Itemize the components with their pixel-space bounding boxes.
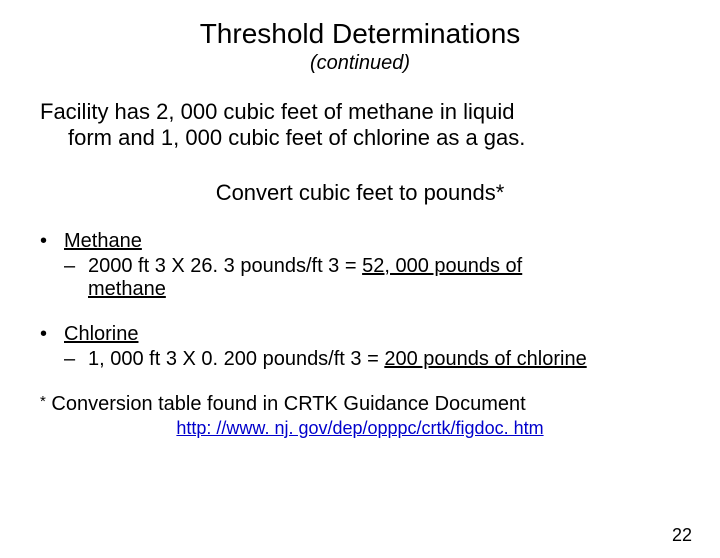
slide-container: Threshold Determinations (continued) Fac… [0, 18, 720, 558]
intro-line-1: Facility has 2, 000 cubic feet of methan… [40, 99, 680, 125]
intro-line-2: form and 1, 000 cubic feet of chlorine a… [40, 125, 680, 151]
slide-title: Threshold Determinations [0, 18, 720, 50]
chlorine-result: 200 pounds of chlorine [384, 348, 586, 370]
chlorine-calc-prefix: 1, 000 ft 3 X 0. 200 pounds/ft 3 = [88, 348, 384, 370]
convert-heading: Convert cubic feet to pounds* [0, 180, 720, 206]
methane-label: Methane [64, 230, 142, 252]
methane-calc: 2000 ft 3 X 26. 3 pounds/ft 3 = 52, 000 … [64, 255, 680, 301]
footnote: * Conversion table found in CRTK Guidanc… [40, 393, 680, 416]
guidance-link-row: http: //www. nj. gov/dep/opppc/crtk/figd… [0, 418, 720, 439]
bullet-methane: Methane 2000 ft 3 X 26. 3 pounds/ft 3 = … [40, 230, 680, 301]
chlorine-calc: 1, 000 ft 3 X 0. 200 pounds/ft 3 = 200 p… [64, 348, 680, 371]
methane-result-2: methane [88, 278, 166, 300]
methane-calc-prefix: 2000 ft 3 X 26. 3 pounds/ft 3 = [88, 255, 362, 277]
methane-result: 52, 000 pounds of [362, 255, 522, 277]
slide-subtitle: (continued) [0, 52, 720, 75]
bullet-chlorine: Chlorine 1, 000 ft 3 X 0. 200 pounds/ft … [40, 323, 680, 371]
bullet-list: Methane 2000 ft 3 X 26. 3 pounds/ft 3 = … [40, 230, 680, 371]
page-number: 22 [672, 525, 692, 546]
footnote-text: Conversion table found in CRTK Guidance … [46, 393, 526, 415]
guidance-link[interactable]: http: //www. nj. gov/dep/opppc/crtk/figd… [176, 418, 543, 438]
chlorine-label: Chlorine [64, 323, 138, 345]
intro-text: Facility has 2, 000 cubic feet of methan… [40, 99, 680, 152]
